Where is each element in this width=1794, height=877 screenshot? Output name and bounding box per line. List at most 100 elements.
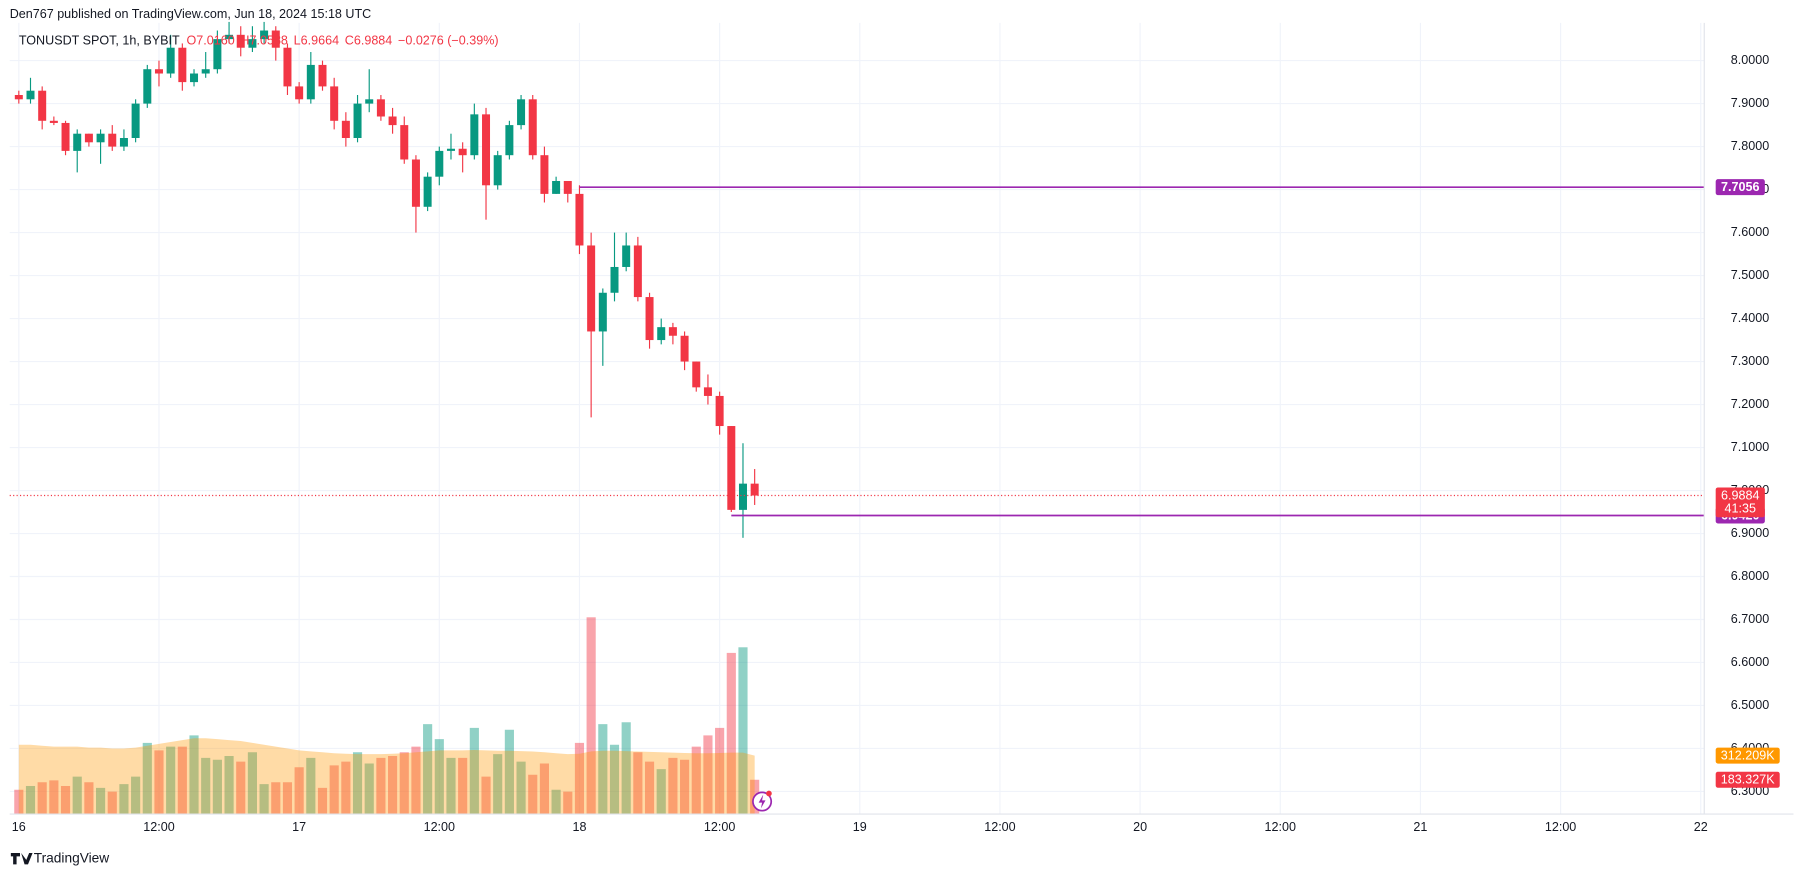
- volume-bar: [212, 759, 222, 815]
- volume-bar: [411, 746, 421, 815]
- ohlc-value: L6.9664: [294, 33, 339, 47]
- candle-body: [563, 180, 572, 194]
- last-price-label: 6.9884: [1721, 488, 1759, 502]
- x-tick-label: 17: [292, 820, 306, 834]
- volume-bar: [388, 756, 398, 815]
- volume-bar: [551, 789, 561, 815]
- volume-bar: [738, 647, 748, 815]
- candle-body: [248, 39, 257, 48]
- volume-bar: [317, 787, 328, 815]
- candle-body: [131, 103, 140, 138]
- event-icon-bolt: [758, 794, 766, 809]
- x-tick-label: 19: [853, 820, 867, 834]
- volume-bar: [14, 789, 24, 815]
- volume-bar: [680, 759, 690, 815]
- candle-body: [61, 122, 70, 151]
- candle-body: [435, 150, 444, 177]
- y-tick-label: 7.3000: [1731, 354, 1769, 368]
- candle-body: [49, 120, 58, 123]
- volume-bar: [37, 782, 47, 815]
- x-tick-label: 12:00: [704, 820, 735, 834]
- candle-body: [411, 159, 420, 207]
- candle-body: [190, 73, 199, 83]
- price-layer: [9, 21, 1705, 538]
- volume-bar: [469, 727, 479, 815]
- volume-bar: [726, 652, 736, 815]
- volume-bar: [49, 780, 59, 815]
- volume-last-label: 183.327K: [1721, 773, 1775, 787]
- axis-layer: 6.30006.40006.50006.60006.70006.80006.90…: [12, 53, 1780, 834]
- candle-body: [738, 483, 747, 510]
- candle-body: [750, 483, 759, 496]
- volume-bar: [528, 774, 538, 815]
- volume-bar: [481, 776, 491, 815]
- candle-body: [703, 387, 712, 396]
- x-tick-label: 12:00: [1265, 820, 1296, 834]
- candle-body: [470, 114, 479, 156]
- x-tick-label: 18: [572, 820, 586, 834]
- volume-bar: [715, 727, 725, 815]
- grid-layer: [9, 22, 1705, 815]
- volume-bar: [598, 724, 608, 815]
- y-tick-label: 7.1000: [1731, 440, 1769, 454]
- candle-body: [540, 155, 549, 194]
- candle-body: [517, 99, 526, 126]
- candle-body: [505, 125, 514, 156]
- volume-bar: [341, 761, 351, 815]
- volume-bar: [236, 761, 246, 815]
- x-tick-label: 22: [1694, 820, 1708, 834]
- candle-body: [458, 148, 467, 156]
- candle-body: [668, 327, 677, 336]
- ohlc-value: C6.9884: [345, 33, 393, 47]
- candle-body: [493, 155, 502, 186]
- volume-bar: [423, 724, 433, 815]
- y-tick-label: 6.7000: [1731, 612, 1769, 626]
- x-tick-label: 12:00: [984, 820, 1015, 834]
- volume-bar: [177, 746, 187, 815]
- volume-bar: [329, 765, 339, 815]
- x-tick-label: 12:00: [424, 820, 455, 834]
- candle-body: [236, 34, 245, 48]
- candle-body: [166, 47, 175, 74]
- volume-bar: [25, 785, 36, 815]
- candle-body: [622, 245, 631, 267]
- candle-body: [143, 69, 152, 104]
- candle-body: [38, 90, 47, 121]
- ohlc-value: O7.0160: [187, 33, 235, 47]
- candle-body: [201, 69, 210, 74]
- volume-bar: [154, 750, 164, 815]
- volume-bar: [376, 757, 386, 815]
- candle-body: [727, 426, 736, 510]
- y-tick-label: 8.0000: [1731, 53, 1769, 67]
- event-icon-dot: [766, 790, 772, 797]
- x-tick-label: 12:00: [143, 820, 174, 834]
- candle-body: [365, 99, 374, 104]
- volume-bar: [247, 752, 257, 815]
- candle-body: [633, 245, 642, 298]
- volume-bar: [189, 735, 199, 815]
- brand-logo: [10, 852, 33, 865]
- volume-bar: [644, 761, 655, 815]
- candle-body: [318, 64, 327, 87]
- volume-bar: [306, 757, 316, 815]
- candle-body: [295, 86, 304, 100]
- candle-body: [680, 335, 689, 362]
- candle-body: [271, 30, 280, 48]
- volume-bar: [259, 784, 269, 815]
- candle-body: [108, 133, 117, 147]
- x-tick-label: 12:00: [1545, 820, 1576, 834]
- candle-body: [330, 86, 339, 121]
- candle-body: [388, 116, 397, 126]
- last-price-box: [1715, 487, 1765, 518]
- y-tick-label: 7.6000: [1731, 225, 1769, 239]
- volume-bar: [201, 757, 211, 815]
- candle-body: [645, 297, 654, 341]
- volume-bar: [282, 782, 293, 815]
- volume-bar: [224, 756, 234, 815]
- candle-body: [119, 137, 128, 147]
- y-tick-label: 6.9000: [1731, 526, 1769, 540]
- y-tick-label: 7.4000: [1731, 311, 1769, 325]
- candle-body: [376, 99, 385, 117]
